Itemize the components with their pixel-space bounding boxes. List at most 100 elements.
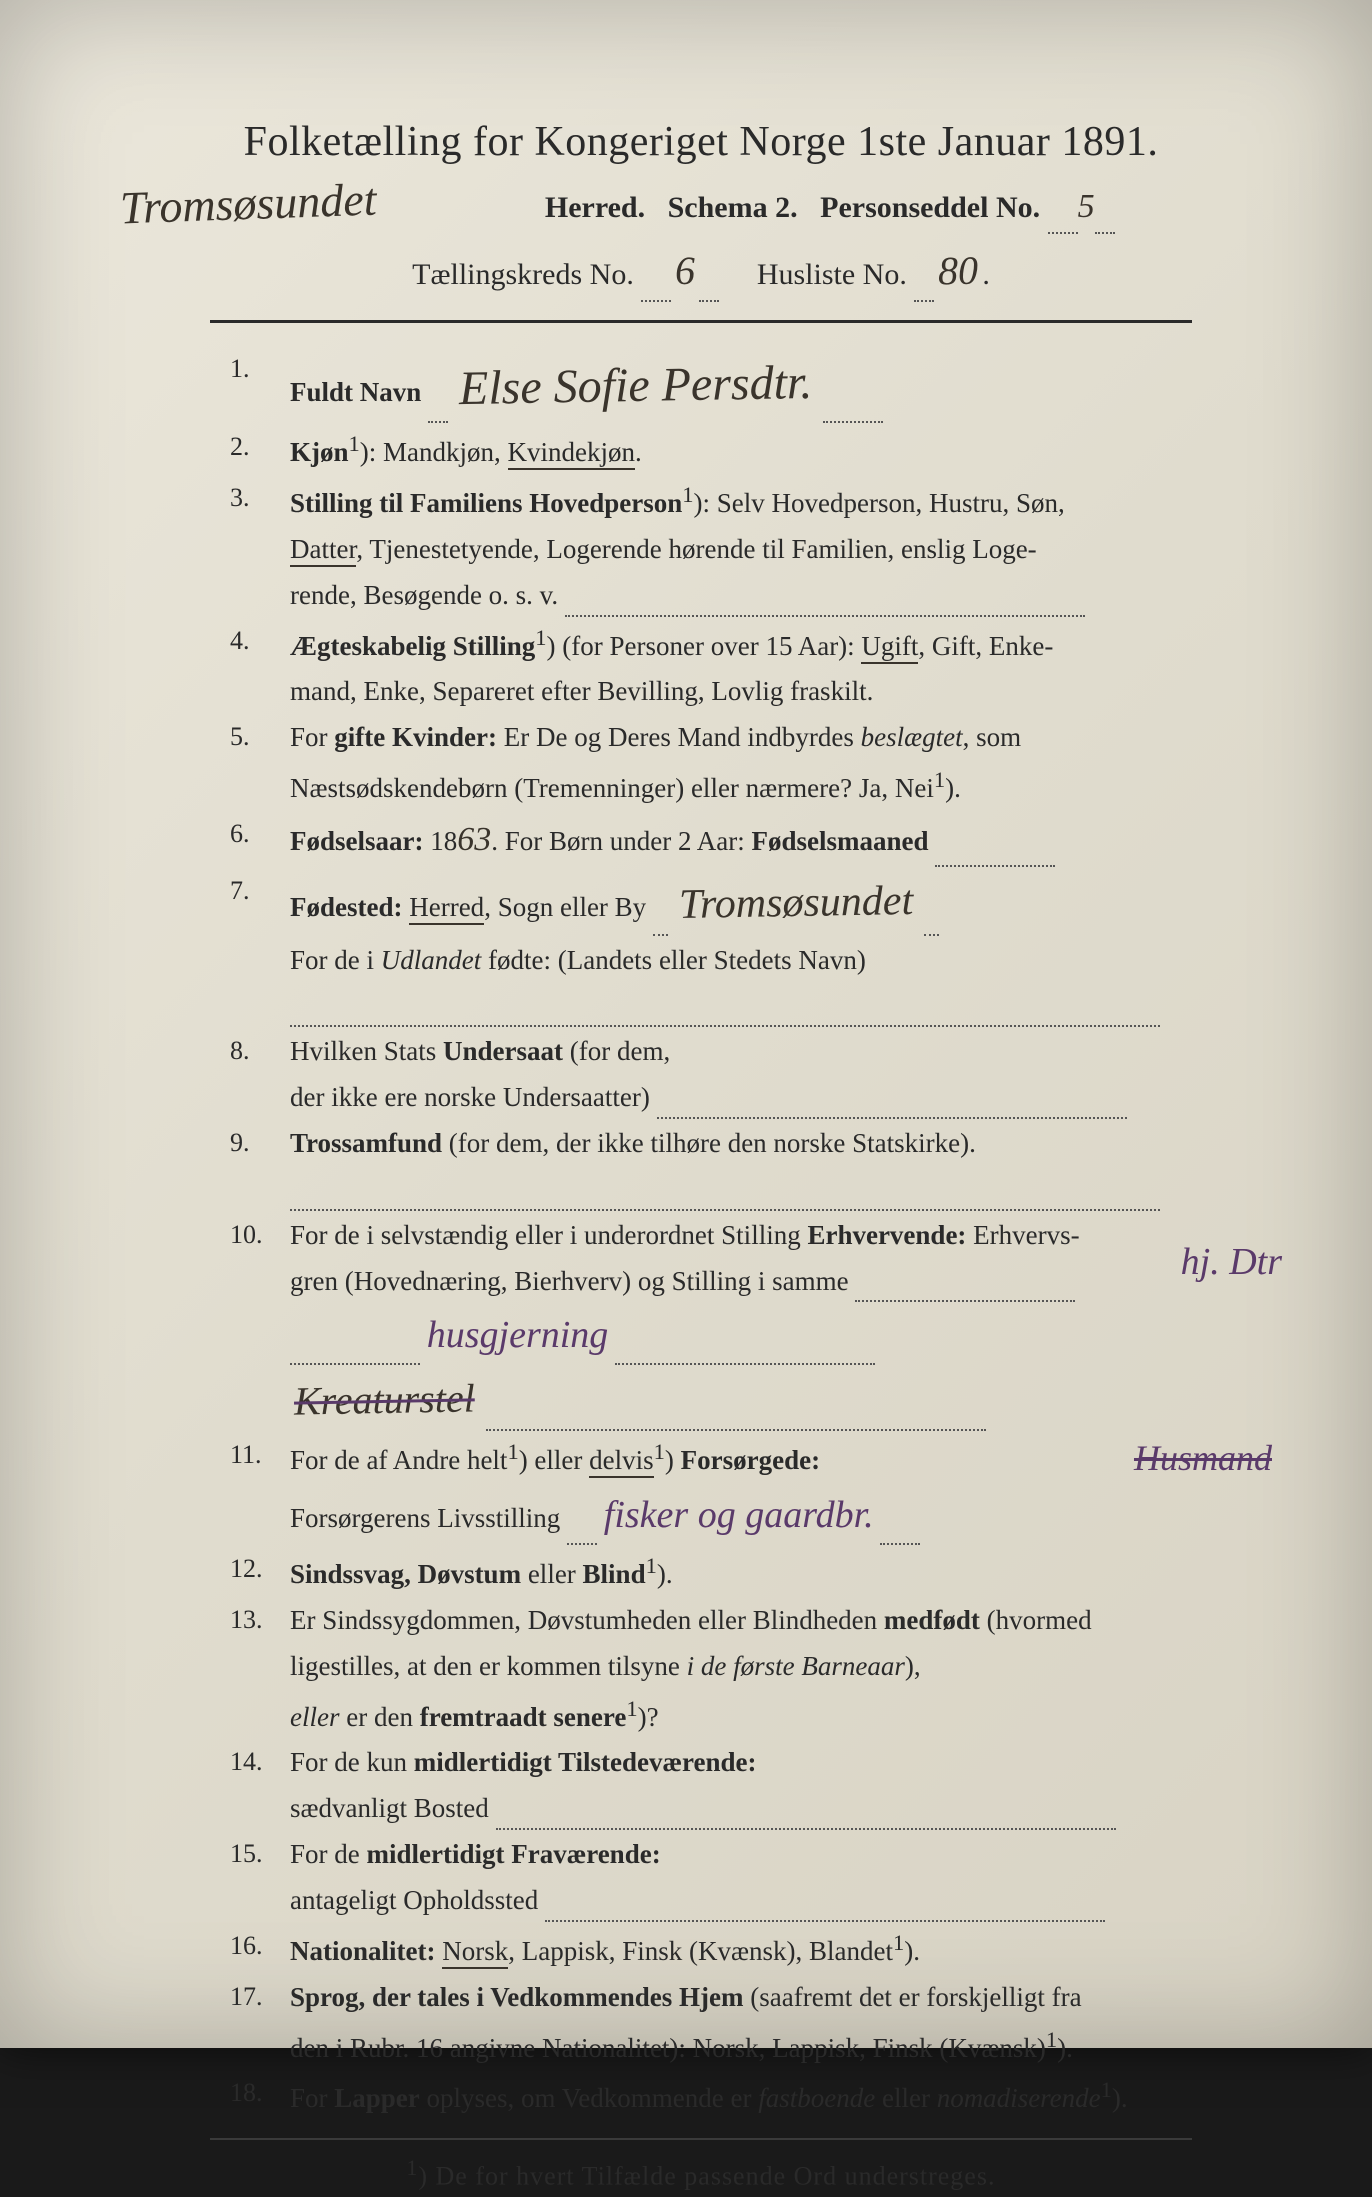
q8-label: Undersaat (443, 1036, 563, 1066)
q6-num: 6. (230, 814, 290, 867)
q3-underlined: Datter (290, 534, 356, 567)
q7-text1: , Sogn eller By (484, 892, 646, 922)
q16-text: , Lappisk, Finsk (Kvænsk), Blandet (508, 1936, 893, 1966)
q15-line1: For de (290, 1839, 367, 1869)
footnote-text: ) De for hvert Tilfælde passende Ord und… (418, 2162, 995, 2191)
q6-year-prefix: 18 (423, 826, 457, 856)
q5-trail: ). (945, 773, 961, 803)
q2-text: ): Mandkjøn, (360, 437, 508, 467)
personseddel-label: Personseddel No. (820, 191, 1040, 224)
q13-num: 13. (230, 1600, 290, 1642)
q13-label: medfødt (884, 1605, 980, 1635)
q15-num: 15. (230, 1834, 290, 1876)
q11-sup1: 1 (507, 1439, 518, 1464)
q16-row: 16. Nationalitet: Norsk, Lappisk, Finsk … (180, 1926, 1222, 1973)
q5-line2: Næstsødskendebørn (Tremenninger) eller n… (290, 773, 934, 803)
q7-row: 7. Fødested: Herred, Sogn eller By Troms… (180, 871, 1222, 936)
q2-sup: 1 (349, 431, 360, 456)
q2-underlined: Kvindekjøn (508, 437, 636, 470)
q13-cont2: eller er den fremtraadt senere1)? (180, 1692, 1222, 1739)
q13-trail: )? (638, 1702, 659, 1732)
q12-row: 12. Sindssvag, Døvstum eller Blind1). (180, 1549, 1222, 1596)
q5-line1c: Er De og Deres Mand indbyrdes (497, 722, 861, 752)
q14-num: 14. (230, 1742, 290, 1784)
q17-line1: (saafremt det er forskjelligt fra (744, 1982, 1082, 2012)
q8-line1b: (for dem, (563, 1036, 670, 1066)
q11-line1c: ) (665, 1445, 681, 1475)
q7-line2c: fødte: (Landets eller Stedets Navn) (481, 945, 866, 975)
q11-value: fisker og gaardbr. (604, 1494, 874, 1536)
q5-cont: Næstsødskendebørn (Tremenninger) eller n… (180, 763, 1222, 810)
herred-handwritten: Tromsøsundet (119, 164, 378, 244)
q6-label: Fødselsaar: (290, 826, 423, 856)
q9-num: 9. (230, 1123, 290, 1165)
q4-underlined: Ugift (861, 631, 918, 664)
q4-cont: mand, Enke, Separeret efter Bevilling, L… (180, 671, 1222, 713)
q3-sup: 1 (682, 482, 693, 507)
q6-row: 6. Fødselsaar: 1863. For Børn under 2 Aa… (180, 814, 1222, 867)
q1-row: 1. Fuldt Navn Else Sofie Persdtr. (180, 349, 1222, 423)
q4-num: 4. (230, 621, 290, 668)
q8-line1: Hvilken Stats (290, 1036, 443, 1066)
personseddel-no: 5 (1078, 188, 1095, 225)
q12-label: Sindssvag, Døvstum (290, 1559, 521, 1589)
q2-row: 2. Kjøn1): Mandkjøn, Kvindekjøn. (180, 427, 1222, 474)
q18-label: Lapper (334, 2083, 420, 2113)
q4-line2: mand, Enke, Separeret efter Bevilling, L… (290, 676, 873, 706)
q3-row: 3. Stilling til Familiens Hovedperson1):… (180, 478, 1222, 525)
q1-value: Else Sofie Persdtr. (458, 346, 813, 427)
q13-line3b: er den (339, 1702, 419, 1732)
q4-line1b: , Gift, Enke- (918, 631, 1053, 661)
q4-sup: 1 (535, 625, 546, 650)
q18-sup: 1 (1101, 2077, 1112, 2102)
q5-line1a: For (290, 722, 334, 752)
q2-trail: . (635, 437, 642, 467)
q7-value: Tromsøsundet (678, 869, 913, 938)
q17-row: 17. Sprog, der tales i Vedkommendes Hjem… (180, 1977, 1222, 2019)
q15-line2: antageligt Opholdssted (290, 1885, 538, 1915)
herred-label: Herred. (545, 191, 645, 224)
q5-num: 5. (230, 717, 290, 759)
q10-cont3: Kreaturstel (180, 1369, 1222, 1431)
q13-cont1: ligestilles, at den er kommen tilsyne i … (180, 1646, 1222, 1688)
q14-line1: For de kun (290, 1747, 414, 1777)
q8-row: 8. Hvilken Stats Undersaat (for dem, (180, 1031, 1222, 1073)
q18-fast: fastboende (758, 2083, 875, 2113)
q4-line1: ) (for Personer over 15 Aar): (547, 631, 862, 661)
q14-cont: sædvanligt Bosted (180, 1788, 1222, 1830)
q18-row: 18. For Lapper oplyses, om Vedkommende e… (180, 2073, 1222, 2120)
q10-annot: hj. Dtr (1181, 1233, 1282, 1292)
q16-trail: ). (904, 1936, 920, 1966)
q6-label2: Fødselsmaaned (751, 826, 928, 856)
q15-cont: antageligt Opholdssted (180, 1880, 1222, 1922)
q17-cont: den i Rubr. 16 angivne Nationalitet): No… (180, 2023, 1222, 2070)
q16-num: 16. (230, 1926, 290, 1973)
q8-line2: der ikke ere norske Undersaatter) (290, 1082, 650, 1112)
q11-line2: Forsørgerens Livsstilling (290, 1503, 560, 1533)
q16-underlined: Norsk (442, 1936, 508, 1969)
q17-label: Sprog, der tales i Vedkommendes Hjem (290, 1982, 744, 2012)
q5-row: 5. For gifte Kvinder: Er De og Deres Man… (180, 717, 1222, 759)
q13-row: 13. Er Sindssygdommen, Døvstumheden elle… (180, 1600, 1222, 1642)
q3-line1: ): Selv Hovedperson, Hustru, Søn, (694, 488, 1065, 518)
q13-line1: Er Sindssygdommen, Døvstumheden eller Bl… (290, 1605, 884, 1635)
kreds-label: Tællingskreds No. (412, 258, 634, 291)
footnote-sup: 1 (407, 2156, 419, 2180)
q10-cont2: husgjerning (180, 1306, 1222, 1365)
q8-num: 8. (230, 1031, 290, 1073)
q9-text: (for dem, der ikke tilhøre den norske St… (442, 1128, 976, 1158)
q13-line2b: i de første Barneaar (687, 1651, 905, 1681)
q11-row: 11. For de af Andre helt1) eller delvis1… (180, 1435, 1222, 1482)
q18-line1c: eller (875, 2083, 936, 2113)
q7-line2b: Udlandet (381, 945, 482, 975)
q2-label: Kjøn (290, 437, 349, 467)
q12-trail: ). (657, 1559, 673, 1589)
q12-num: 12. (230, 1549, 290, 1596)
q10-num: 10. (230, 1215, 290, 1257)
q13-sup: 1 (626, 1696, 637, 1721)
q14-row: 14. For de kun midlertidigt Tilstedevære… (180, 1742, 1222, 1784)
q8-cont: der ikke ere norske Undersaatter) (180, 1077, 1222, 1119)
q9-label: Trossamfund (290, 1128, 442, 1158)
q5-line1e: , som (963, 722, 1022, 752)
q9-cont (180, 1169, 1222, 1211)
